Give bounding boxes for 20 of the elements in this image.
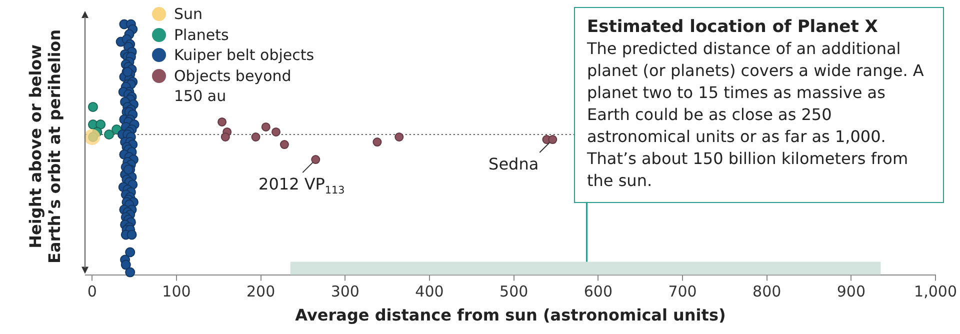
x-axis-title: Average distance from sun (astronomical units) [295,306,726,325]
x-tick-label: 400 [415,282,444,301]
x-tick-label: 100 [162,282,191,301]
annotation: The predicted distance of an additional planet (or planets) covers a wide range. A planet two to 15 times as massive as Earth could be as close as 250 astronomical units or as far as 1,000. That’s about 150 billion kilometers from the sun. [587,38,925,192]
x-tick-label: 900 [836,282,866,301]
legend-label: Sun [174,4,203,24]
x-tick-label: 600 [584,282,612,301]
x-tick-label: 500 [500,282,528,301]
x-tick-label: 300 [330,282,360,301]
annotation: Estimated location of Planet X [587,16,879,38]
legend-label: Objects beyond 150 au [174,66,292,106]
legend-label: Kuiper belt objects [174,45,314,66]
y-axis-title: Height above or below Earth’s orbit at perihelion [26,29,64,264]
legend-label: Planets [174,24,229,45]
x-tick-label: 200 [246,282,276,301]
x-tick-label: 0 [87,282,97,301]
annotation: Sedna [488,154,539,174]
x-tick-label: 700 [668,282,697,301]
x-tick-label: 800 [752,282,782,301]
x-tick-label: 1,000 [914,282,958,301]
